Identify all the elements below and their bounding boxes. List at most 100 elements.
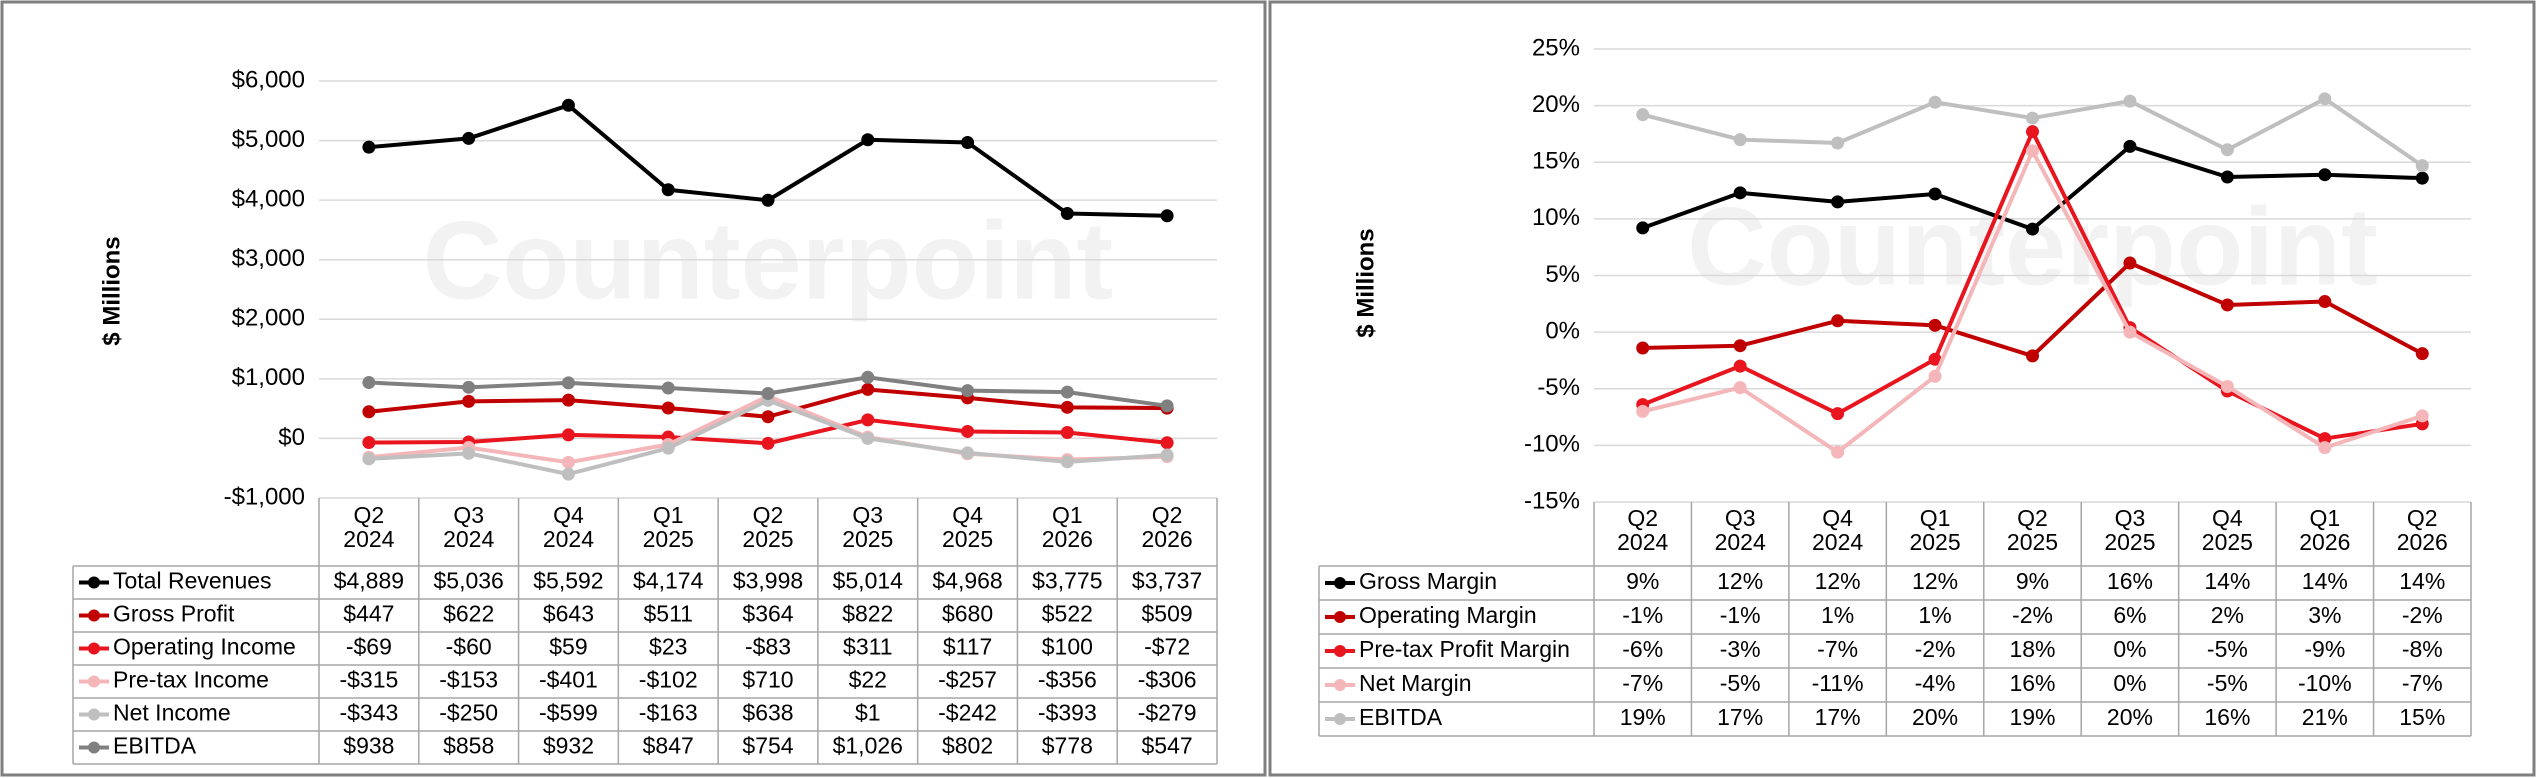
data-point [2123, 256, 2137, 270]
y-axis-title: $ Millions [1352, 228, 1379, 337]
data-point [2026, 144, 2039, 158]
data-label: $447 [343, 601, 394, 627]
data-point [2318, 441, 2332, 455]
data-label: $22 [849, 667, 887, 693]
legend-marker [1334, 577, 1346, 589]
data-label: -$250 [439, 700, 498, 726]
data-label: $3,737 [1132, 568, 1202, 594]
legend-marker [1334, 713, 1346, 725]
x-tick-label: Q4 2024 [1812, 505, 1863, 555]
data-label: -$242 [938, 700, 997, 726]
data-point [1733, 186, 1747, 200]
data-label: $23 [649, 634, 687, 660]
data-label: -$401 [539, 667, 598, 693]
data-point [1831, 136, 1845, 150]
data-point [1060, 385, 1074, 399]
data-label: 3% [2308, 602, 2341, 628]
data-point [362, 452, 376, 466]
data-point [462, 131, 476, 145]
data-label: 14% [2302, 568, 2348, 594]
data-point [2318, 168, 2332, 182]
data-point [1831, 407, 1845, 421]
data-point [2220, 143, 2234, 157]
data-label: $3,998 [733, 568, 803, 594]
legend-marker [1334, 645, 1346, 657]
legend-label: Operating Margin [1359, 602, 1537, 628]
data-label: -$306 [1138, 667, 1197, 693]
x-tick-label: Q4 2025 [2202, 505, 2253, 555]
data-point [1928, 187, 1942, 201]
data-label: $117 [943, 634, 992, 660]
data-label: 0% [2113, 636, 2146, 662]
data-point [761, 410, 775, 424]
data-point [961, 424, 975, 438]
data-point [1160, 448, 1174, 462]
data-label: $643 [543, 601, 594, 627]
legend-label: EBITDA [113, 733, 197, 759]
data-point [2123, 139, 2137, 153]
data-point [561, 98, 575, 112]
x-tick-label: Q3 2024 [1715, 505, 1766, 555]
data-label: $3,775 [1032, 568, 1102, 594]
data-point [2318, 432, 2332, 446]
data-label: 12% [1815, 568, 1861, 594]
x-tick-label: Q2 2025 [2007, 505, 2058, 555]
legend-label: Total Revenues [113, 568, 272, 594]
data-point [2220, 379, 2234, 393]
data-label: -$315 [339, 667, 398, 693]
legend-label: Gross Margin [1359, 568, 1497, 594]
data-label: 6% [2113, 602, 2146, 628]
data-point [1928, 318, 1942, 332]
data-label: $4,174 [633, 568, 704, 594]
data-point [1060, 425, 1074, 439]
data-point [1160, 399, 1174, 413]
data-point [1060, 455, 1074, 469]
data-label: $1,026 [833, 733, 903, 759]
data-label: 15% [2399, 704, 2445, 730]
data-label: 21% [2302, 704, 2348, 730]
x-tick-label: Q1 2026 [2299, 505, 2350, 555]
data-label: 17% [1815, 704, 1861, 730]
y-tick-label: $6,000 [232, 66, 305, 93]
y-tick-label: $4,000 [232, 185, 305, 212]
data-point [1733, 133, 1747, 147]
data-label: -$393 [1038, 700, 1097, 726]
panel-frame [0, 0, 1267, 777]
y-tick-label: $0 [278, 424, 305, 451]
data-label: $522 [1042, 601, 1093, 627]
data-label: $511 [643, 601, 692, 627]
data-label: -11% [1812, 670, 1864, 696]
legend-marker [1334, 679, 1346, 691]
data-label: -2% [2402, 602, 2443, 628]
data-point [362, 376, 376, 390]
data-point [2415, 409, 2429, 423]
data-label: $1 [855, 700, 881, 726]
data-point [2026, 349, 2039, 363]
data-point [661, 183, 675, 197]
legend-marker [88, 609, 100, 622]
data-label: -8% [2402, 636, 2443, 662]
data-point [1636, 221, 1650, 235]
data-label: 9% [1626, 568, 1659, 594]
data-label: $5,014 [833, 568, 904, 594]
data-point [861, 133, 875, 147]
data-label: 12% [1717, 568, 1763, 594]
y-tick-label: 0% [1545, 317, 1580, 344]
data-label: $509 [1142, 601, 1193, 627]
y-tick-label: -10% [1524, 431, 1580, 458]
x-tick-label: Q1 2025 [643, 502, 694, 552]
data-point [1831, 314, 1845, 328]
data-label: -1% [1622, 602, 1663, 628]
x-tick-label: Q2 2025 [742, 502, 793, 552]
data-label: $847 [643, 733, 694, 759]
data-label: $938 [343, 733, 394, 759]
data-label: -$69 [346, 634, 392, 660]
data-point [2026, 125, 2039, 139]
data-label: 19% [2009, 704, 2055, 730]
legend-label: Pre-tax Profit Margin [1359, 636, 1570, 662]
data-point [561, 393, 575, 407]
y-tick-label: 5% [1545, 261, 1580, 288]
x-tick-label: Q3 2024 [443, 502, 494, 552]
data-label: 16% [2204, 704, 2250, 730]
x-tick-label: Q2 2026 [2397, 505, 2448, 555]
